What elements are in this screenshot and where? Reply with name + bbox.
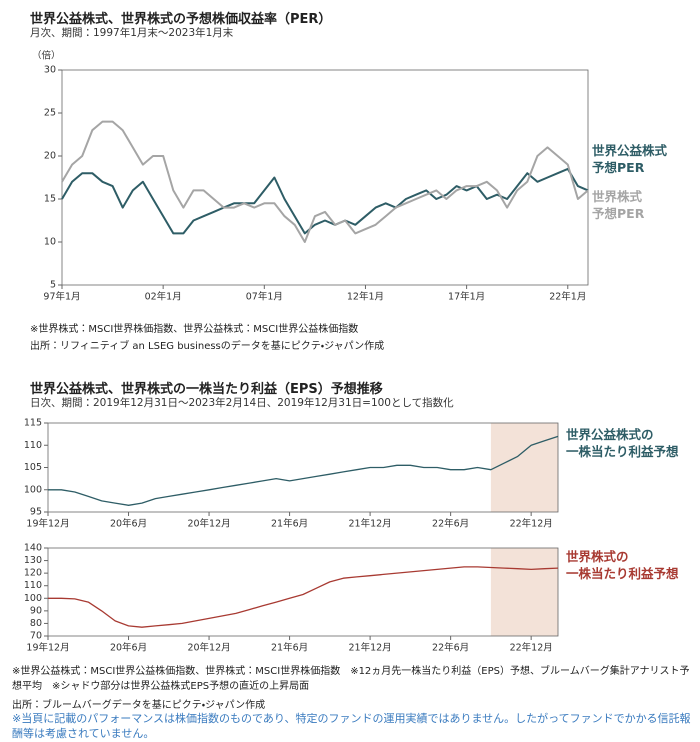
x-tick-label: 20年12月 [187, 518, 230, 530]
footnote: 出所：ブルームバーグデータを基にピクテ・ジャパン作成 [12, 700, 266, 711]
y-tick-label: 30 [44, 65, 56, 76]
y-tick-label: 115 [24, 418, 42, 429]
plot-frame [47, 547, 559, 637]
shade-region [490, 423, 558, 512]
y-tick-label: 15 [44, 194, 56, 205]
x-tick-label: 21年6月 [271, 518, 308, 530]
plot-frame [61, 69, 589, 286]
y-tick-label: 110 [24, 440, 42, 451]
y-tick-label: 100 [24, 593, 42, 604]
series-label: 世界株式の 一株当たり利益予想 [566, 549, 679, 581]
y-tick-label: 90 [30, 605, 42, 616]
x-tick-label: 12年1月 [347, 291, 384, 303]
series-label: 世界公益株式の 一株当たり利益予想 [566, 427, 679, 459]
x-tick-label: 22年1月 [549, 291, 586, 303]
series-line [48, 566, 559, 628]
chart-note: 出所：リフィニティブ an LSEG businessのデータを基にピクテ・ジャ… [30, 341, 385, 352]
x-tick-label: 22年12月 [510, 518, 553, 530]
x-tick-label: 02年1月 [145, 291, 182, 303]
series-line [48, 435, 559, 506]
x-tick-label: 22年12月 [510, 642, 553, 654]
y-tick-label: 70 [30, 631, 42, 642]
x-tick-label: 17年1月 [448, 291, 485, 303]
y-axis-label: （倍） [32, 50, 61, 62]
x-tick-label: 21年12月 [349, 642, 392, 654]
footnote: ※世界公益株式：MSCI世界公益株価指数、世界株式：MSCI世界株価指数 ※12… [12, 666, 690, 692]
x-tick-label: 07年1月 [246, 291, 283, 303]
x-tick-label: 97年1月 [43, 291, 80, 303]
y-tick-label: 25 [44, 108, 56, 119]
x-tick-label: 22年6月 [432, 642, 469, 654]
x-tick-label: 21年12月 [349, 518, 392, 530]
y-tick-label: 105 [24, 462, 42, 473]
chart-subtitle: 月次、期間：1997年1月末～2023年1月末 [30, 27, 234, 39]
x-tick-label: 19年12月 [26, 518, 69, 530]
series-line [61, 167, 589, 235]
y-tick-label: 140 [24, 543, 42, 554]
series-line [61, 120, 589, 243]
y-tick-label: 5 [50, 280, 56, 291]
disclaimer: ※当頁に記載のパフォーマンスは株価指数のものであり、特定のファンドの運用実績では… [12, 712, 691, 740]
y-tick-label: 130 [24, 555, 42, 566]
x-tick-label: 19年12月 [26, 642, 69, 654]
series-label: 世界株式 予想PER [592, 189, 645, 221]
y-tick-label: 80 [30, 618, 42, 629]
chart-title: 世界公益株式、世界株式の一株当たり利益（EPS）予想推移 [30, 382, 383, 397]
y-tick-label: 110 [24, 580, 42, 591]
x-tick-label: 20年12月 [187, 642, 230, 654]
x-tick-label: 22年6月 [432, 518, 469, 530]
chart-title: 世界公益株式、世界株式の予想株価収益率（PER） [30, 12, 332, 27]
y-tick-label: 95 [30, 507, 42, 518]
x-tick-label: 21年6月 [271, 642, 308, 654]
y-tick-label: 120 [24, 568, 42, 579]
chart-note: ※世界株式：MSCI世界株価指数、世界公益株式：MSCI世界公益株価指数 [30, 324, 359, 335]
y-tick-label: 10 [44, 237, 56, 248]
chart-subtitle: 日次、期間：2019年12月31日～2023年2月14日、2019年12月31日… [30, 397, 454, 409]
y-tick-label: 20 [44, 151, 56, 162]
series-label: 世界公益株式 予想PER [592, 143, 668, 175]
x-tick-label: 20年6月 [110, 642, 147, 654]
shade-region [490, 548, 558, 636]
x-tick-label: 20年6月 [110, 518, 147, 530]
y-tick-label: 100 [24, 484, 42, 495]
